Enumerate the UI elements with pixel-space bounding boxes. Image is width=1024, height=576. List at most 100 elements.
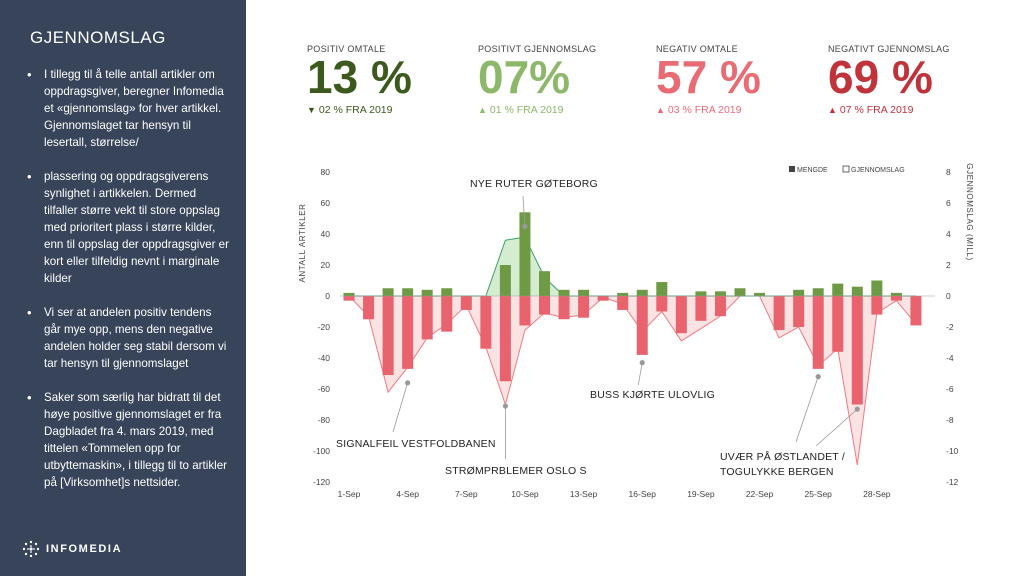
y-left-tick-label: -80 [318,415,331,425]
annotation-label: TOGULYKKE BERGEN [720,466,834,478]
negative-bar [793,296,805,327]
positive-bar [539,271,550,296]
bullet-item: plassering og oppdragsgiverens synlighet… [24,168,230,287]
negative-bar [812,296,824,369]
negative-bar [578,296,590,318]
annotation-leader-line [815,408,858,447]
negative-bar [460,296,472,310]
negative-bar [910,296,922,326]
annotation-dot [854,406,860,412]
kpi-change: ▲ 07 % FRA 2019 [828,104,950,116]
x-tick-label: 25-Sep [804,489,832,499]
negative-bar [636,296,648,355]
legend-bar-swatch [789,166,795,172]
y-right-tick-label: -12 [946,477,959,487]
kpi-change: ▲ 03 % FRA 2019 [656,104,761,116]
annotation-dot [639,360,645,366]
positive-impact-line [349,236,916,297]
positive-bar [617,292,629,296]
positive-bar [754,292,766,296]
y-left-axis-title: ANTALL ARTIKLER [298,203,307,282]
positive-bar [499,265,511,296]
y-right-tick-label: 2 [946,260,951,270]
y-right-tick-label: -2 [946,322,954,332]
y-left-tick-label: 20 [321,260,331,270]
annotation-dot [815,374,821,380]
x-tick-label: 7-Sep [455,489,478,499]
y-left-tick-label: -120 [313,477,330,487]
triangle-up-icon: ▲ [656,105,665,115]
negative-bar [499,296,511,382]
annotation-label: BUSS KJØRTE ULOVLIG [590,389,715,401]
negative-bar [343,296,355,301]
negative-bar [480,296,492,349]
negative-bar [382,296,394,376]
y-left-tick-label: 80 [321,167,331,177]
x-tick-label: 19-Sep [687,489,715,499]
negative-bar [832,296,844,352]
positive-bar [851,286,863,296]
positive-bar [871,280,883,296]
kpi-label: NEGATIVT GJENNOMSLAG [828,44,950,54]
bullet-item: Saker som særlig har bidratt til det høy… [24,389,230,491]
triangle-down-icon: ▼ [307,105,316,115]
annotation-leader-line [392,382,409,433]
kpi-change: ▲ 01 % FRA 2019 [478,104,596,116]
kpi-label: POSITIV OMTALE [307,44,386,54]
x-tick-label: 16-Sep [629,489,657,499]
kpi-change: ▼ 02 % FRA 2019 [307,104,412,116]
kpi-label: POSITIVT GJENNOMSLAG [478,44,597,54]
y-left-tick-label: -20 [318,322,331,332]
y-right-tick-label: 6 [946,198,951,208]
positive-bar [656,282,668,296]
positive-bar [519,212,531,296]
kpi-value: 57 % [656,51,761,103]
kpi-change-text: 02 % FRA 2019 [318,104,393,116]
kpi-negative-mentions: NEGATIV OMTALE 57 % ▲ 03 % FRA 2019 [656,44,761,116]
y-left-tick-label: -40 [318,353,331,363]
annotation-label: NYE RUTER GØTEBORG [470,178,598,190]
positive-bar [734,288,746,296]
annotation-label: SIGNALFEIL VESTFOLDBANEN [336,438,496,450]
kpi-change-text: 07 % FRA 2019 [839,104,914,116]
sidebar-title: GJENNOMSLAG [30,28,166,47]
positive-bar [402,288,414,296]
negative-bar [441,296,453,332]
y-right-tick-label: -8 [946,415,954,425]
legend-area-label: GJENNOMSLAG [851,167,905,174]
annotation-leader-line [637,362,643,386]
kpi-change-text: 03 % FRA 2019 [667,104,742,116]
annotation-dot [522,223,528,229]
y-right-tick-label: -10 [946,446,959,456]
negative-bar [675,296,687,334]
y-right-tick-label: -4 [946,353,954,363]
kpi-label: NEGATIV OMTALE [656,44,738,54]
kpi-positive-impact: POSITIVT GJENNOMSLAG 07% ▲ 01 % FRA 2019 [478,44,596,116]
positive-bar [382,288,394,296]
x-tick-label: 28-Sep [863,489,891,499]
kpi-value: 07% [478,51,571,103]
negative-bar [714,296,726,317]
positive-bar [578,289,590,296]
x-tick-label: 4-Sep [396,489,419,499]
positive-bar [636,289,648,296]
triangle-up-icon: ▲ [828,105,837,115]
y-right-tick-label: -6 [946,384,954,394]
bullet-list: I tillegg til å telle antall artikler om… [24,66,230,508]
triangle-up-icon: ▲ [478,105,487,115]
positive-bar [890,292,902,296]
positive-bar [558,289,570,296]
y-left-tick-label: 40 [321,229,331,239]
annotation-leader-line [522,195,526,227]
positive-bar [714,291,726,296]
positive-impact-area [349,237,916,296]
negative-bar [363,296,375,320]
negative-bar [519,296,531,326]
kpi-change-text: 01 % FRA 2019 [489,104,564,116]
sidebar-panel: GJENNOMSLAG I tillegg til å telle antall… [0,0,246,576]
negative-bar [402,296,414,369]
positive-bar [832,283,844,296]
negative-bar [656,296,668,312]
negative-bar [539,296,550,315]
